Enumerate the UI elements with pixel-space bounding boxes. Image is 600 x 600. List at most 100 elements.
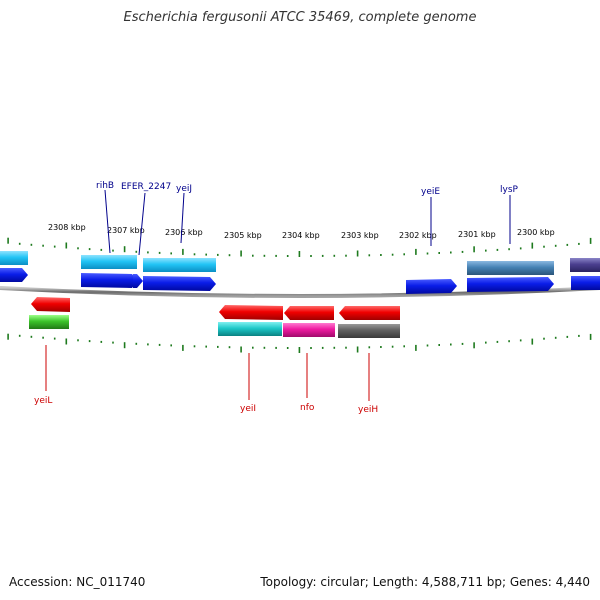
forward-gene-arrow[interactable]	[571, 276, 600, 290]
major-tick	[7, 333, 9, 340]
minor-tick	[275, 346, 277, 349]
major-tick	[7, 237, 9, 244]
feature-block[interactable]	[338, 324, 400, 338]
gene-label-EFER_2247[interactable]: EFER_2247	[121, 182, 171, 192]
minor-tick	[578, 334, 580, 337]
minor-tick	[438, 344, 440, 346]
map-title: Escherichia fergusonii ATCC 35469, compl…	[123, 10, 477, 25]
major-tick	[415, 248, 417, 255]
tick-label: 2301 kbp	[458, 230, 496, 239]
minor-tick	[53, 245, 56, 248]
minor-tick	[158, 343, 161, 346]
minor-tick	[275, 254, 277, 257]
minor-tick	[380, 346, 382, 348]
minor-tick	[42, 244, 44, 247]
feature-block[interactable]	[467, 261, 554, 275]
feature-track-upper	[0, 251, 600, 275]
gene-label-yeiJ[interactable]: yeiJ	[176, 184, 192, 194]
gene-label-yeiL[interactable]: yeiL	[34, 396, 52, 406]
minor-tick	[18, 242, 21, 245]
minor-tick	[368, 346, 371, 349]
minor-tick	[30, 243, 33, 246]
minor-tick	[566, 335, 569, 338]
minor-tick	[88, 248, 91, 251]
minor-tick	[310, 347, 312, 349]
minor-tick	[403, 253, 405, 256]
minor-tick	[228, 254, 231, 257]
reverse-strand-track	[31, 297, 400, 320]
gene-label-yeiH[interactable]: yeiH	[358, 405, 378, 415]
minor-tick	[263, 346, 266, 349]
major-tick	[415, 344, 417, 351]
forward-gene-arrow[interactable]	[143, 276, 216, 291]
minor-tick	[461, 250, 464, 253]
minor-tick	[519, 339, 522, 342]
major-tick	[356, 250, 359, 257]
feature-block[interactable]	[143, 258, 216, 272]
gene-label-yeiE[interactable]: yeiE	[421, 187, 440, 197]
minor-tick	[170, 344, 172, 347]
minor-tick	[147, 343, 149, 346]
minor-tick	[380, 254, 382, 256]
minor-tick	[228, 346, 231, 349]
reverse-gene-arrow[interactable]	[284, 306, 334, 320]
minor-tick	[554, 244, 557, 247]
minor-tick	[42, 336, 44, 339]
feature-block[interactable]	[570, 258, 600, 272]
major-tick	[531, 338, 534, 345]
minor-tick	[205, 345, 207, 348]
gene-labels: rihB EFER_2247 yeiJ yeiE lysP yeiL yeiI …	[34, 181, 519, 415]
tick-label: 2302 kbp	[399, 231, 437, 240]
reverse-gene-arrow[interactable]	[31, 297, 70, 312]
minor-tick	[193, 253, 196, 256]
major-tick	[182, 344, 184, 351]
leader-line	[104, 189, 111, 254]
minor-tick	[508, 248, 510, 251]
major-tick	[182, 248, 184, 255]
tick-row-bottom	[7, 333, 592, 353]
minor-tick	[496, 340, 499, 343]
forward-gene-arrow[interactable]	[81, 273, 138, 288]
feature-block[interactable]	[283, 323, 335, 337]
minor-tick	[496, 248, 499, 251]
minor-tick	[217, 345, 219, 348]
minor-tick	[391, 345, 394, 348]
feature-block[interactable]	[0, 251, 28, 265]
forward-gene-arrow[interactable]	[406, 279, 457, 294]
minor-tick	[461, 342, 464, 345]
minor-tick	[543, 245, 545, 248]
feature-block[interactable]	[218, 322, 282, 336]
major-tick	[123, 246, 126, 253]
feature-block[interactable]	[81, 255, 137, 269]
minor-tick	[30, 335, 33, 338]
gene-label-rihB[interactable]: rihB	[96, 181, 114, 191]
minor-tick	[217, 253, 219, 256]
gene-label-lysP[interactable]: lysP	[500, 185, 519, 195]
gene-label-yeiI[interactable]: yeiI	[240, 404, 256, 414]
gene-label-nfo[interactable]: nfo	[300, 403, 315, 413]
minor-tick	[345, 254, 347, 257]
forward-gene-arrow[interactable]	[0, 268, 28, 282]
feature-block[interactable]	[29, 315, 69, 329]
minor-tick	[158, 251, 161, 254]
minor-tick	[450, 251, 452, 254]
minor-tick	[88, 340, 91, 343]
major-tick	[356, 346, 359, 353]
major-tick	[240, 250, 242, 257]
tick-label: 2306 kbp	[165, 228, 203, 237]
reverse-gene-arrow[interactable]	[339, 306, 400, 320]
minor-tick	[345, 346, 347, 349]
minor-tick	[485, 341, 487, 344]
minor-tick	[53, 337, 56, 340]
minor-tick	[333, 254, 336, 257]
reverse-gene-arrow[interactable]	[219, 305, 283, 320]
forward-gene-arrow[interactable]	[467, 277, 554, 292]
tick-labels: 2308 kbp 2307 kbp 2306 kbp 2305 kbp 2304…	[48, 223, 555, 240]
minor-tick	[252, 346, 254, 349]
minor-tick	[450, 343, 452, 346]
forward-gene-arrow[interactable]	[133, 274, 143, 288]
minor-tick	[112, 249, 114, 252]
tick-label: 2304 kbp	[282, 231, 320, 240]
minor-tick	[100, 340, 103, 343]
